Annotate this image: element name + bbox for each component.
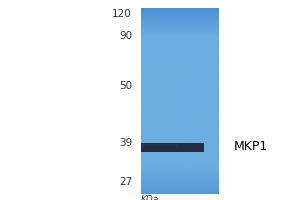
Bar: [142, 144, 177, 146]
Text: 90: 90: [119, 31, 132, 41]
Text: KDa: KDa: [141, 195, 159, 200]
Text: 50: 50: [119, 81, 132, 91]
Bar: [141, 142, 204, 152]
Text: MKP1: MKP1: [234, 140, 268, 154]
Text: 120: 120: [112, 9, 132, 19]
Text: 39: 39: [119, 138, 132, 148]
Text: 27: 27: [119, 177, 132, 187]
